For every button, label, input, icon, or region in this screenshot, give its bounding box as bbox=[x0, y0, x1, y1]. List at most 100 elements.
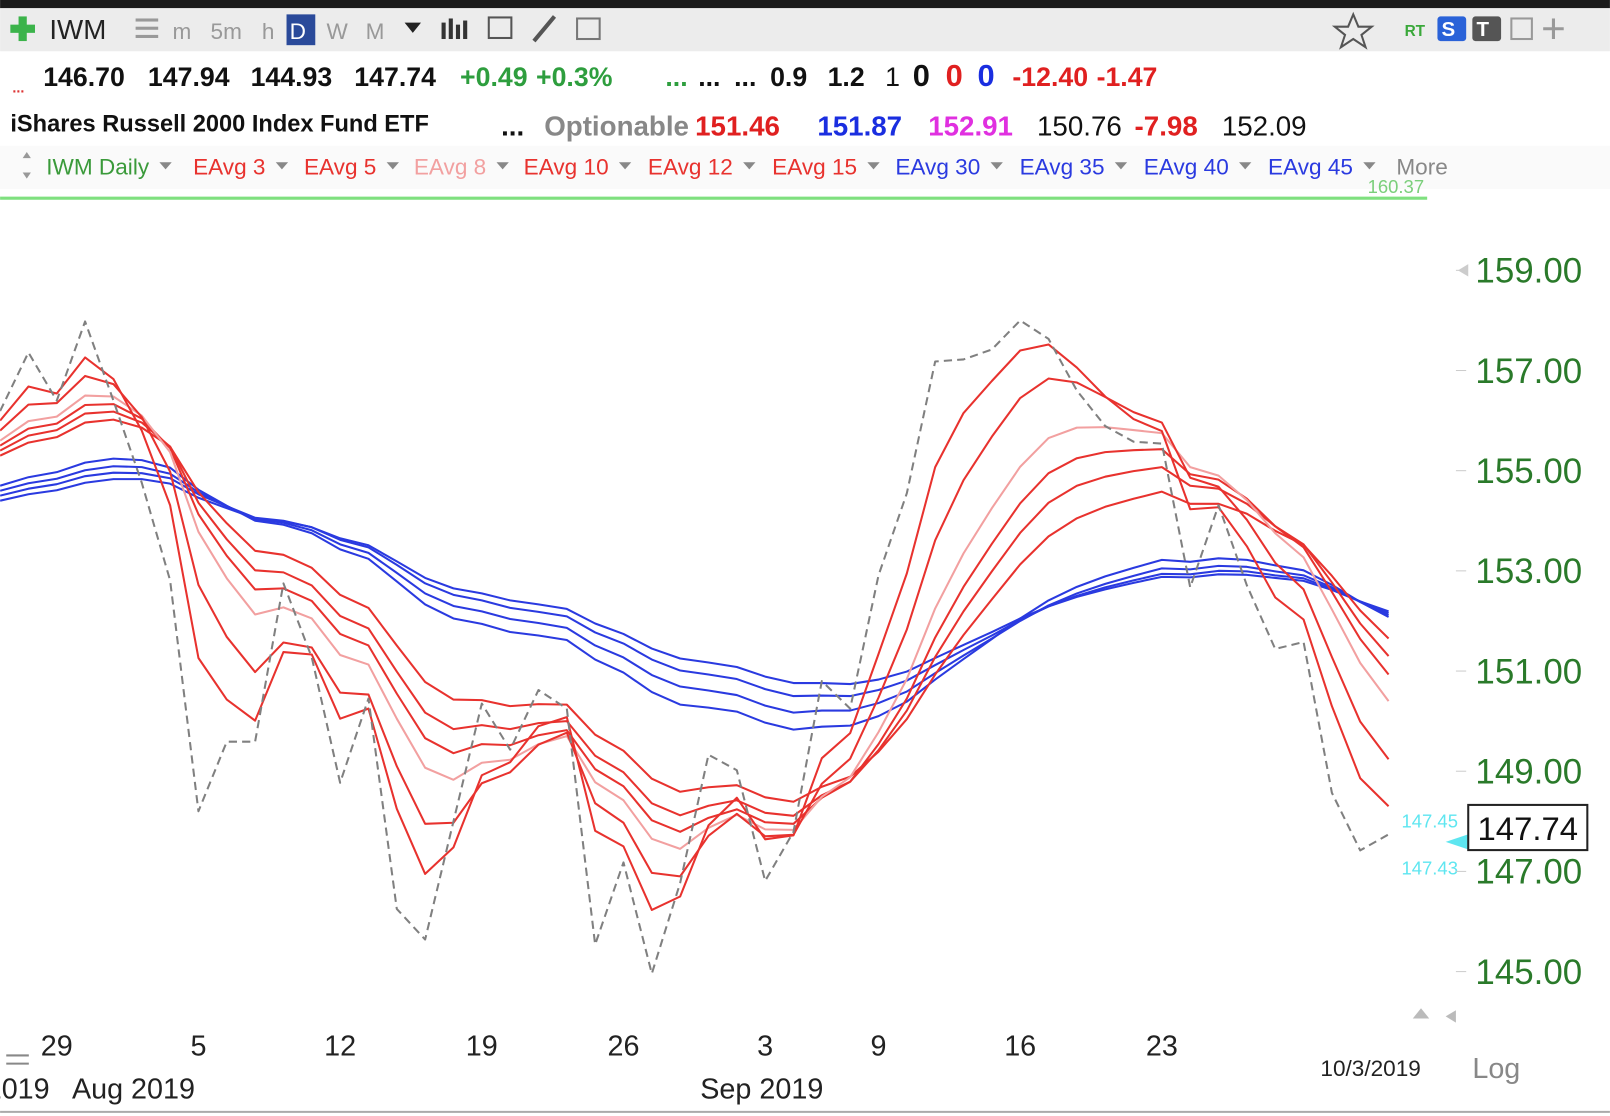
bars-icon[interactable] bbox=[441, 18, 468, 40]
ema-line bbox=[0, 394, 1390, 850]
timeframe-button[interactable]: D bbox=[290, 19, 306, 44]
legend-entry[interactable]: EAvg 5 bbox=[304, 155, 376, 180]
timeframe-dropdown[interactable] bbox=[404, 22, 422, 33]
x-period-label: Aug 2019 bbox=[72, 1074, 195, 1106]
legend-dropdown[interactable] bbox=[990, 162, 1003, 170]
quote-value: 144.93 bbox=[251, 62, 333, 92]
legend-dropdown[interactable] bbox=[867, 162, 880, 170]
timeframe-button[interactable]: m bbox=[173, 19, 192, 44]
legend-entry[interactable]: EAvg 3 bbox=[193, 155, 265, 180]
legend-dropdown[interactable] bbox=[618, 162, 632, 170]
detail-value: 151.87 bbox=[817, 111, 902, 142]
y-tick-label: 151.00 bbox=[1475, 652, 1582, 691]
legend-entry[interactable]: EAvg 15 bbox=[772, 155, 857, 180]
note-icon[interactable] bbox=[576, 17, 601, 41]
legend-dropdown[interactable] bbox=[743, 162, 756, 170]
axis-pointer bbox=[1457, 264, 1469, 277]
x-tick-label: 29 bbox=[41, 1030, 73, 1062]
legend-dropdown[interactable] bbox=[159, 162, 172, 170]
y-tick-label: 149.00 bbox=[1475, 753, 1582, 792]
quote-value: ... bbox=[734, 62, 756, 92]
legend-more[interactable]: More bbox=[1396, 155, 1447, 180]
ema-line bbox=[0, 410, 1390, 817]
detail-value: 152.91 bbox=[928, 111, 1013, 142]
ema-line bbox=[0, 343, 1390, 911]
quote-value: +0.3% bbox=[536, 62, 613, 92]
list-icon[interactable] bbox=[135, 18, 159, 38]
ema-line bbox=[0, 418, 1390, 803]
quote-value: 0 bbox=[913, 58, 930, 93]
table-icon[interactable] bbox=[487, 16, 513, 40]
top-price-label: 160.37 bbox=[1368, 176, 1425, 197]
legend-entry[interactable]: EAvg 10 bbox=[524, 155, 609, 180]
legend-entry[interactable]: EAvg 35 bbox=[1020, 155, 1105, 180]
ema-line bbox=[0, 374, 1390, 878]
legend-entry[interactable]: EAvg 8 bbox=[414, 155, 486, 180]
x-tick-label: 26 bbox=[607, 1030, 639, 1062]
legend-dropdown[interactable] bbox=[1363, 162, 1376, 170]
move-icon[interactable] bbox=[1543, 18, 1564, 40]
legend-entry[interactable]: EAvg 12 bbox=[648, 155, 733, 180]
draw-icon[interactable] bbox=[532, 15, 557, 43]
legend-bar bbox=[0, 145, 1610, 189]
quote-panel bbox=[0, 51, 1610, 146]
refresh-icon[interactable] bbox=[6, 1054, 29, 1065]
add-icon[interactable] bbox=[10, 16, 35, 42]
y-tick-label: 153.00 bbox=[1475, 552, 1582, 591]
log-toggle[interactable]: Log bbox=[1472, 1053, 1520, 1085]
y-tick-label: 155.00 bbox=[1475, 452, 1582, 491]
quote-value: ... bbox=[698, 62, 720, 92]
timeframe-button[interactable]: h bbox=[262, 19, 275, 44]
timeframe-button[interactable]: 5m bbox=[211, 19, 242, 44]
timeframe-button[interactable]: W bbox=[327, 19, 349, 44]
window-icon[interactable] bbox=[1510, 17, 1533, 41]
ema-line bbox=[0, 471, 1389, 698]
timeframe-active bbox=[286, 14, 316, 46]
legend-entry[interactable]: EAvg 30 bbox=[895, 155, 980, 180]
star-icon[interactable] bbox=[1331, 11, 1375, 50]
scroll-left[interactable] bbox=[1445, 1010, 1456, 1023]
x-period-label: Sep 2019 bbox=[700, 1074, 823, 1106]
detail-value: ... bbox=[501, 111, 524, 142]
x-tick-label: 5 bbox=[190, 1030, 206, 1062]
price-line bbox=[0, 319, 1390, 975]
x-tick-label: 12 bbox=[324, 1030, 356, 1062]
legend-dropdown[interactable] bbox=[1114, 162, 1128, 170]
ema-line bbox=[0, 478, 1389, 686]
y-tick-label: 159.00 bbox=[1475, 252, 1582, 291]
badge[interactable]: S bbox=[1442, 18, 1456, 41]
last-price-box bbox=[1467, 803, 1589, 852]
marker-label: 147.43 bbox=[1402, 858, 1459, 879]
legend-dropdown[interactable] bbox=[275, 162, 289, 170]
legend-entry[interactable]: EAvg 45 bbox=[1268, 155, 1353, 180]
quote-value: 1.2 bbox=[828, 62, 865, 92]
timeframe-button[interactable]: M bbox=[366, 19, 385, 44]
badge[interactable]: RT bbox=[1405, 23, 1426, 40]
legend-dropdown[interactable] bbox=[1239, 162, 1252, 170]
marker-label: 147.45 bbox=[1402, 811, 1459, 832]
detail-value: 150.76 bbox=[1037, 111, 1122, 142]
legend-dropdown[interactable] bbox=[386, 162, 399, 170]
last-price: 147.74 bbox=[1478, 810, 1578, 847]
y-tick-label: 145.00 bbox=[1475, 953, 1582, 992]
legend-entry[interactable]: IWM Daily bbox=[46, 155, 150, 180]
legend-dropdown[interactable] bbox=[496, 162, 509, 170]
detail-value: Optionable bbox=[544, 111, 689, 142]
x-period-label: 2019 bbox=[0, 1074, 50, 1106]
plot-area bbox=[0, 319, 1390, 975]
x-tick-label: 23 bbox=[1146, 1030, 1178, 1062]
ema-line bbox=[0, 457, 1390, 731]
quote-value: ... bbox=[665, 62, 687, 92]
badge[interactable]: T bbox=[1476, 18, 1489, 41]
legend-entry[interactable]: EAvg 40 bbox=[1144, 155, 1229, 180]
detail-value: -7.98 bbox=[1135, 111, 1198, 142]
date-label: 10/3/2019 bbox=[1320, 1056, 1420, 1081]
y-tick-label: 147.00 bbox=[1475, 853, 1582, 892]
quote-value: 0.9 bbox=[770, 62, 807, 92]
scroll-up[interactable] bbox=[1412, 1008, 1430, 1019]
legend-handle bbox=[22, 151, 31, 159]
symbol[interactable]: IWM bbox=[49, 14, 106, 45]
quote-value: +0.49 bbox=[460, 62, 528, 92]
